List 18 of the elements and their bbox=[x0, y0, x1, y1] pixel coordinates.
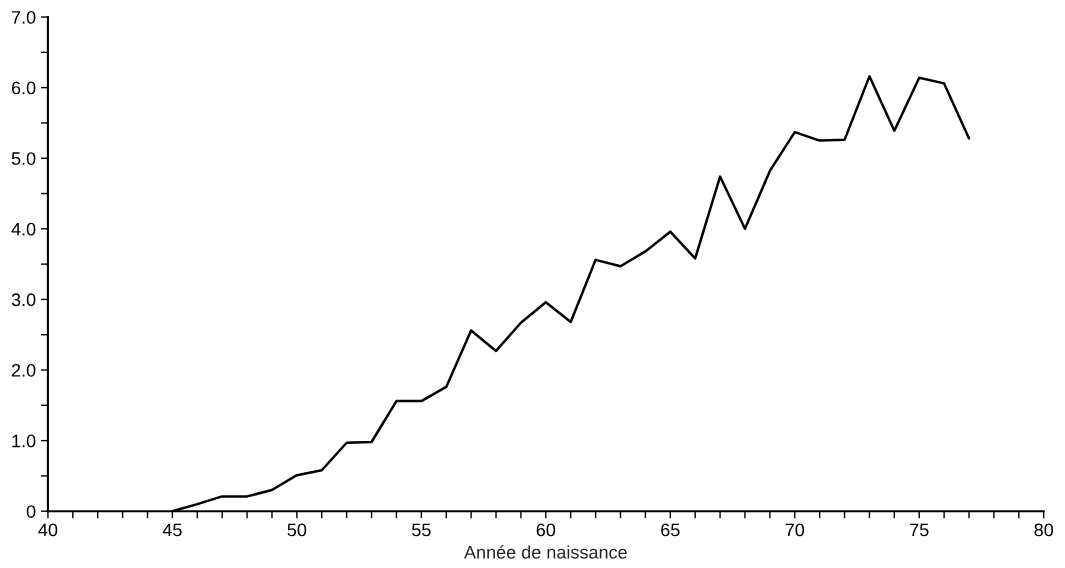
y-tick-label: 1.0 bbox=[12, 434, 36, 448]
x-tick-label: 40 bbox=[38, 523, 58, 537]
x-tick-label: 60 bbox=[536, 523, 556, 537]
x-tick-label: 80 bbox=[1034, 523, 1054, 537]
x-tick-label: 65 bbox=[661, 523, 680, 537]
y-tick-label: 4.0 bbox=[11, 222, 36, 236]
y-tick-label: 3.0 bbox=[11, 293, 36, 307]
y-tick-label: 0 bbox=[26, 505, 36, 518]
x-tick-label: 75 bbox=[910, 523, 929, 537]
y-tick-label: 2.0 bbox=[11, 363, 36, 377]
x-axis-title: Année de naissance bbox=[464, 545, 627, 559]
x-tick-label: 70 bbox=[785, 523, 805, 537]
y-tick-label: 5.0 bbox=[11, 152, 36, 165]
x-tick-label: 55 bbox=[412, 523, 431, 537]
y-tick-label: 7.0 bbox=[11, 10, 36, 24]
y-tick-label: 6.0 bbox=[11, 81, 36, 95]
x-tick-label: 50 bbox=[287, 523, 307, 537]
x-tick-label: 45 bbox=[162, 523, 182, 537]
